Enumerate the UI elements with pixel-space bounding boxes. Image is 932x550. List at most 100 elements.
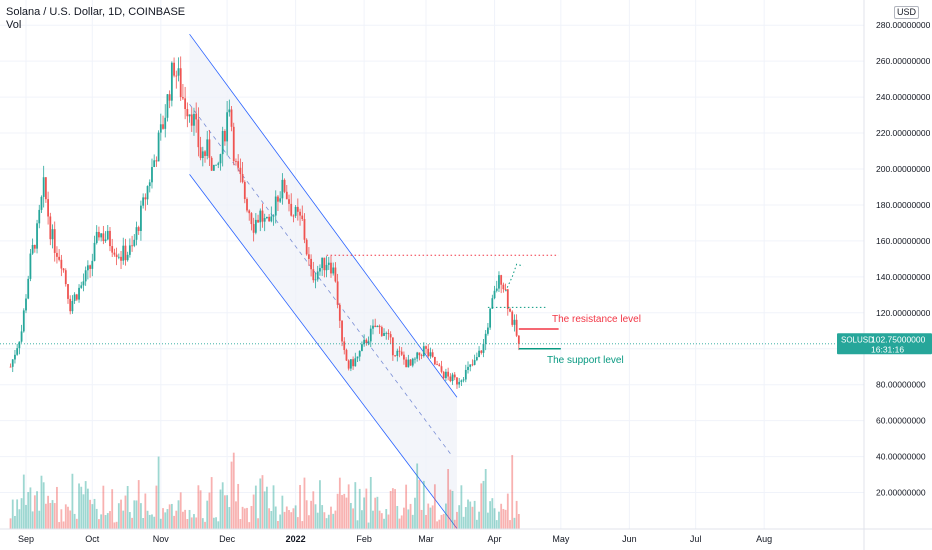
candle-body bbox=[458, 381, 461, 385]
candle-body bbox=[27, 278, 30, 299]
channel-lower-line bbox=[189, 174, 458, 529]
volume-bar bbox=[235, 501, 237, 529]
candle-body bbox=[511, 311, 514, 325]
candle-body bbox=[208, 139, 211, 158]
volume-bar bbox=[361, 510, 363, 529]
volume-bar bbox=[453, 519, 456, 529]
candle-body bbox=[391, 337, 394, 356]
candle-body bbox=[487, 327, 489, 334]
symbol-title[interactable]: Solana / U.S. Dollar, 1D, COINBASE bbox=[6, 6, 186, 18]
x-tick-label: Nov bbox=[153, 534, 170, 544]
candle-body bbox=[82, 281, 85, 286]
candle-body bbox=[168, 94, 171, 101]
volume-bar bbox=[111, 489, 114, 529]
y-tick-label: 40.00000000 bbox=[876, 452, 926, 462]
candle-body bbox=[283, 179, 286, 192]
volume-bar bbox=[374, 497, 377, 529]
candle-body bbox=[11, 359, 14, 367]
current-price-tag: SOLUSD 102.75000000 16:31:16 bbox=[837, 333, 932, 355]
candle-body bbox=[405, 359, 408, 368]
volume-bar bbox=[78, 483, 80, 529]
volume-bar bbox=[431, 505, 434, 529]
time-axis[interactable]: Sep Oct Nov Dec 2022 Feb Mar Apr May Jun Jul Aug bbox=[18, 534, 772, 544]
candle-body bbox=[354, 358, 357, 367]
volume-bar bbox=[31, 511, 34, 529]
volume-bar bbox=[460, 485, 463, 529]
level-lines[interactable] bbox=[0, 254, 864, 350]
volume-bar bbox=[11, 499, 14, 529]
candle-body bbox=[243, 181, 246, 200]
candle-body bbox=[418, 352, 421, 356]
price-tag-value: 102.75000000 bbox=[871, 334, 926, 344]
volume-bar bbox=[338, 477, 341, 529]
volume-bar bbox=[378, 510, 381, 529]
volume-bar bbox=[157, 456, 160, 529]
candle-body bbox=[206, 139, 209, 156]
volume-bar bbox=[502, 508, 505, 529]
volume-bar bbox=[184, 509, 187, 529]
candle-body bbox=[475, 357, 478, 361]
volume-bar bbox=[98, 519, 100, 529]
candle-body bbox=[177, 68, 180, 76]
candle-body bbox=[265, 216, 268, 219]
candle-body bbox=[272, 215, 275, 217]
candle-body bbox=[407, 359, 410, 368]
candle-body bbox=[252, 224, 255, 233]
candle-body bbox=[303, 219, 306, 240]
candle-body bbox=[268, 216, 271, 222]
volume-bar bbox=[398, 518, 401, 529]
x-tick-label: Jun bbox=[622, 534, 637, 544]
volume-bar bbox=[464, 507, 467, 529]
candle-body bbox=[290, 203, 293, 216]
candle-body bbox=[385, 332, 388, 334]
candle-body bbox=[109, 230, 111, 247]
volume-bar bbox=[36, 491, 38, 529]
candle-body bbox=[285, 191, 288, 200]
volume-bar bbox=[22, 474, 25, 529]
candle-body bbox=[86, 265, 89, 271]
volume-bar bbox=[445, 503, 447, 529]
candle-body bbox=[270, 216, 273, 222]
volume-bar bbox=[343, 493, 346, 529]
candles bbox=[9, 56, 520, 389]
volume-bar bbox=[53, 503, 56, 529]
candle-body bbox=[431, 352, 434, 357]
x-tick-label: Dec bbox=[219, 534, 236, 544]
volume-bar bbox=[212, 517, 215, 529]
resistance-label[interactable]: The resistance level bbox=[552, 314, 641, 325]
volume-bar bbox=[491, 498, 494, 529]
volume-bar bbox=[336, 493, 339, 529]
volume-bar bbox=[265, 486, 268, 529]
volume-bar bbox=[190, 517, 193, 529]
volume-bar bbox=[436, 521, 438, 529]
volume-bar bbox=[14, 515, 16, 529]
candle-body bbox=[396, 350, 399, 356]
volume-bar bbox=[18, 509, 21, 529]
volume-bar bbox=[330, 506, 332, 529]
currency-badge[interactable]: USD bbox=[894, 6, 920, 19]
volume-bar bbox=[69, 510, 72, 529]
volume-bar bbox=[153, 516, 156, 529]
volume-bar bbox=[193, 514, 195, 529]
volume-bar bbox=[365, 488, 368, 529]
volume-bar bbox=[414, 497, 416, 529]
volume-bar bbox=[471, 506, 474, 529]
volume-bar bbox=[369, 476, 372, 529]
candle-body bbox=[498, 275, 500, 289]
volume-bar bbox=[182, 511, 184, 529]
candle-body bbox=[157, 132, 160, 162]
candle-body bbox=[467, 366, 469, 370]
volume-bar bbox=[489, 501, 492, 529]
volume-bar bbox=[285, 506, 288, 529]
volume-bar bbox=[95, 508, 98, 529]
candle-body bbox=[144, 197, 147, 200]
candle-body bbox=[383, 333, 385, 336]
candle-body bbox=[104, 239, 107, 242]
candle-body bbox=[197, 119, 200, 148]
volume-bar bbox=[299, 484, 301, 529]
candle-body bbox=[400, 351, 403, 355]
volume-legend[interactable]: Vol bbox=[6, 19, 22, 31]
support-label[interactable]: The support level bbox=[547, 355, 624, 366]
candle-body bbox=[75, 294, 78, 300]
